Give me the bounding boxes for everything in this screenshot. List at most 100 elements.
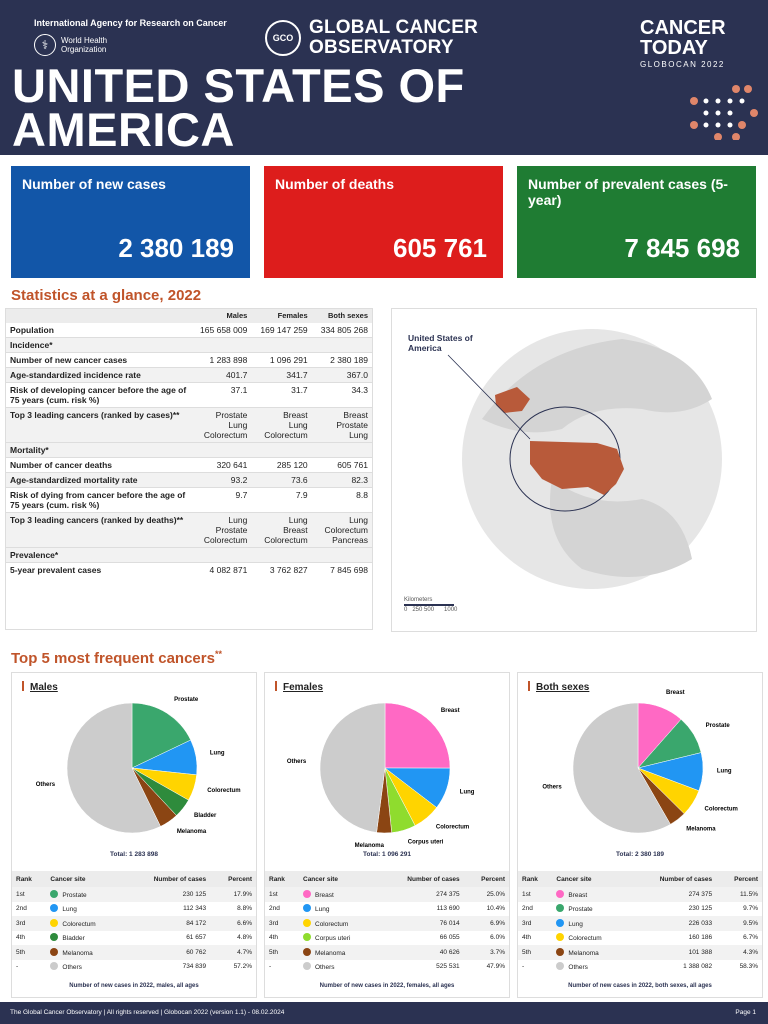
pie-label: Lung: [210, 751, 225, 757]
cell: 73.6: [251, 472, 312, 488]
legend-dot-icon: [556, 962, 565, 971]
cases-cell: 226 033: [629, 916, 717, 931]
cases-cell: 66 055: [439, 934, 460, 942]
panel-title: Males: [22, 681, 58, 693]
site-cell: Prostate: [46, 887, 124, 902]
column-header: Percent: [716, 871, 762, 887]
cell: 367.0: [311, 367, 372, 383]
cancer-site: Melanoma: [315, 949, 346, 957]
gco-logo-icon: GCO: [265, 20, 301, 56]
rank-cell: 2nd: [16, 905, 27, 913]
row-label: Top 3 leading cancers (ranked by deaths)…: [6, 512, 191, 548]
cancer-today-title: CANCER TODAY: [640, 17, 726, 59]
table-row: 4th Colorectum 160 186 6.7%: [518, 931, 762, 946]
cancer-site: Others: [315, 964, 335, 972]
percent-cell: 4.8%: [237, 934, 252, 942]
cell: Lung Breast Colorectum: [251, 512, 312, 548]
table-row: Age-standardized mortality rate 93.2 73.…: [6, 472, 372, 488]
table-row: Age-standardized incidence rate 401.7 34…: [6, 367, 372, 383]
site-cell: Corpus uteri: [299, 931, 378, 946]
cell: 285 120: [251, 457, 312, 473]
rank-cell: 4th: [522, 934, 532, 942]
cell: 165 658 009: [200, 325, 248, 335]
cancer-site: Melanoma: [62, 949, 93, 957]
site-cell: Colorectum: [552, 931, 629, 946]
cell: 2 380 189: [311, 352, 372, 368]
footer: The Global Cancer Observatory | All righ…: [0, 1002, 768, 1024]
cancer-site: Melanoma: [568, 949, 599, 957]
column-header: Percent: [463, 871, 509, 887]
pie-total: Total: 2 380 189: [616, 851, 664, 858]
rank-cell: 1st: [265, 887, 299, 902]
legend-dot-icon: [303, 947, 311, 956]
table-row: 3rd Colorectum 76 014 6.9%: [265, 916, 509, 931]
cases-cell: 1 388 082: [683, 963, 713, 971]
pie-slice-others: [319, 702, 386, 833]
rank-cell: 1st: [12, 887, 47, 902]
cell: 605 761: [311, 457, 372, 473]
cases-cell: 112 343: [183, 905, 207, 913]
pie-label: Melanoma: [177, 829, 207, 835]
cell: 93.2: [191, 472, 252, 488]
cell: Prostate Lung Colorectum: [191, 407, 252, 443]
percent-cell: 47.9%: [486, 963, 505, 971]
row-label: 5-year prevalent cases: [6, 562, 191, 577]
legend-dot-icon: [50, 947, 59, 956]
table-row: 5th Melanoma 60 762 4.7%: [12, 945, 256, 960]
top5-panel-1: Females Breast Lung Colorectum Corpus uteri M…: [264, 672, 510, 998]
rank-cell: 2nd: [269, 905, 280, 913]
cell: 37.1: [191, 382, 252, 408]
rank-cell: -: [522, 963, 525, 971]
table-row: 2nd Lung 113 690 10.4%: [265, 902, 509, 917]
legend-dot-icon: [50, 889, 59, 898]
who-name: World Health Organization: [61, 36, 108, 54]
cell: 1 283 898: [191, 352, 252, 368]
cell: 1 096 291: [251, 352, 312, 368]
decorative-dots-icon: [690, 85, 758, 140]
cancer-site: Bladder: [62, 935, 85, 943]
column-header: Number of cases: [123, 871, 211, 887]
pie-chart: Prostate Lung Colorectum Bladder Melanoma Oth…: [36, 697, 241, 835]
table-row: Number of cancer deaths 320 641 285 120 …: [6, 457, 372, 473]
site-cell: Breast: [552, 887, 630, 902]
kpi-prevalent-label: Number of prevalent cases (5-year): [528, 176, 728, 208]
cases-cell: 525 531: [436, 963, 460, 971]
map-country-label: United States of America: [408, 333, 473, 353]
percent-cell: 3.7%: [463, 945, 509, 960]
cell: 82.3: [311, 472, 372, 488]
pie-label: Prostate: [706, 723, 731, 729]
percent-cell: 6.7%: [743, 934, 758, 942]
cell: 9.7: [191, 487, 252, 513]
cases-cell: 101 388: [629, 945, 717, 960]
legend-dot-icon: [556, 889, 565, 898]
top5-title-text: Top 5 most frequent cancers: [11, 650, 215, 667]
stats-table: Males Females Both sexes Population 165 …: [5, 308, 373, 630]
pie-label: Bladder: [194, 813, 217, 819]
column-header: Number of cases: [377, 871, 464, 887]
kpi-deaths-value: 605 761: [393, 233, 487, 263]
table-row: 2nd Lung 112 343 8.8%: [12, 902, 256, 917]
percent-cell: 17.9%: [210, 887, 256, 902]
legend-dot-icon: [556, 904, 565, 913]
rank-cell: 4th: [16, 934, 26, 942]
cancer-site: Colorectum: [62, 920, 96, 928]
kpi-deaths: Number of deaths 605 761: [264, 166, 503, 278]
cell: 401.7: [191, 367, 252, 383]
cases-cell: 274 375: [377, 887, 464, 902]
percent-cell: 6.6%: [210, 916, 256, 931]
prevalence-header: Prevalence*: [6, 547, 372, 563]
pie-slice-breast: [384, 702, 451, 769]
cell: 4 082 871: [191, 562, 252, 577]
legend-dot-icon: [50, 933, 59, 942]
stats-header-blank: [6, 309, 191, 323]
map-scale: Kilometers 0 250 500 1000: [404, 597, 457, 613]
gco-title: GLOBAL CANCER OBSERVATORY: [309, 17, 479, 58]
percent-cell: 6.0%: [490, 934, 505, 942]
cell: 169 147 259: [260, 325, 308, 335]
site-cell: Others: [552, 960, 629, 975]
percent-cell: 11.5%: [716, 887, 762, 902]
cancer-site: Lung: [62, 906, 77, 914]
table-row: 1st Breast 274 375 11.5%: [518, 887, 762, 902]
panel-caption: Number of new cases in 2022, both sexes,…: [568, 983, 712, 989]
cell: Breast Lung Colorectum: [251, 407, 312, 443]
